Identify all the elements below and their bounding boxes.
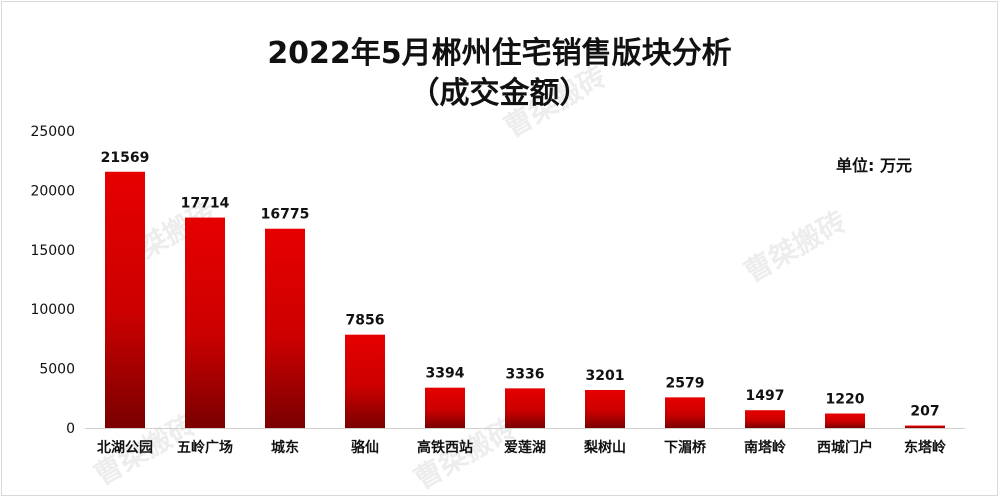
bar: [265, 228, 305, 428]
x-tick-label: 高铁西站: [417, 439, 473, 456]
chart-title: 2022年5月郴州住宅销售版块分析: [267, 36, 732, 71]
data-label: 3394: [426, 366, 465, 382]
bar: [345, 334, 385, 428]
x-tick-label: 北湖公园: [97, 440, 153, 456]
bar: [585, 389, 625, 428]
y-tick-label: 5000: [39, 362, 75, 378]
data-label: 17714: [181, 196, 230, 212]
chart-subtitle: （成交金额）: [409, 76, 590, 111]
y-tick-label: 20000: [30, 183, 75, 199]
x-tick-label: 骆仙: [351, 439, 379, 456]
x-tick-label: 五岭广场: [177, 439, 233, 456]
data-label: 2579: [666, 375, 705, 391]
watermark: 曹桀搬砖: [498, 59, 612, 144]
bar: [825, 413, 865, 428]
bar: [105, 171, 145, 428]
x-tick-label: 爱莲湖: [504, 439, 546, 456]
y-tick-label: 10000: [30, 302, 75, 318]
data-label: 1220: [826, 392, 865, 408]
bar: [665, 397, 705, 428]
data-label: 21569: [101, 150, 150, 166]
unit-label: 单位: 万元: [836, 156, 912, 175]
bar: [185, 217, 225, 428]
x-tick-label: 东塔岭: [904, 439, 946, 456]
x-tick-label: 梨树山: [583, 439, 626, 456]
x-tick-label: 城东: [271, 439, 299, 456]
data-label: 7856: [346, 313, 385, 329]
bar: [745, 410, 785, 428]
data-label: 1497: [746, 388, 785, 404]
x-tick-label: 西城门户: [817, 439, 873, 456]
bar: [905, 425, 945, 428]
data-label: 3201: [586, 368, 625, 384]
data-label: 207: [910, 404, 939, 420]
bar: [425, 387, 465, 428]
bar: [505, 388, 545, 428]
x-tick-label: 下湄桥: [664, 439, 707, 456]
watermark: 曹桀搬砖: [738, 204, 852, 289]
y-tick-label: 0: [66, 421, 75, 437]
data-label: 3336: [506, 366, 545, 382]
y-tick-label: 25000: [30, 124, 75, 140]
data-label: 16775: [261, 207, 310, 223]
x-tick-label: 南塔岭: [744, 439, 786, 456]
y-tick-label: 15000: [30, 243, 75, 259]
